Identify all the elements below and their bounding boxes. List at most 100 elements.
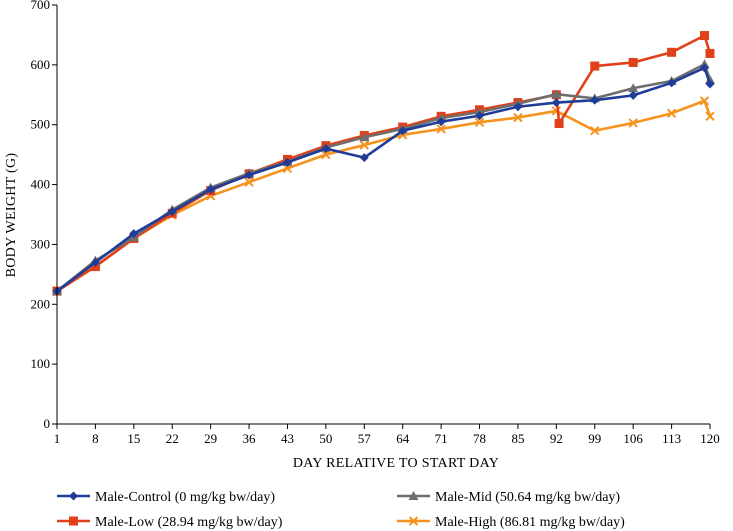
data-point [90, 257, 100, 267]
y-tick-label: 700 [31, 0, 51, 12]
marker-stroke [551, 106, 562, 116]
data-point [590, 95, 600, 105]
x-tick-label: 78 [473, 431, 486, 446]
data-point [628, 57, 638, 67]
axes: 0 100 200 300 400 500 600 700 1 8 15 22 29 36 43 50 57 64… [31, 0, 720, 446]
data-point [69, 491, 78, 501]
data-point [408, 491, 419, 500]
data-point [554, 119, 564, 129]
x-tick-label: 64 [396, 431, 410, 446]
y-tick-label: 100 [31, 356, 51, 371]
data-point [705, 111, 715, 122]
data-point [206, 184, 216, 194]
x-tick-label: 8 [92, 431, 99, 446]
x-tick-label: 57 [358, 431, 372, 446]
legend-item-3: Male-Mid (50.64 mg/kg bw/day) [397, 490, 620, 505]
legend-item-2: Male-Low (28.94 mg/kg bw/day) [57, 515, 283, 530]
marker-stroke [666, 108, 677, 119]
marker-stroke [513, 112, 523, 123]
data-point [628, 83, 639, 93]
marker-stroke [590, 125, 600, 136]
x-tick-label: 36 [243, 431, 257, 446]
data-point [699, 96, 710, 106]
x-tick-label: 113 [662, 431, 681, 446]
x-tick-label: 22 [166, 431, 179, 446]
data-point [590, 61, 600, 71]
x-tick-label: 1 [54, 431, 61, 446]
marker-stroke [244, 177, 254, 187]
data-point [705, 48, 715, 58]
data-point [475, 111, 485, 121]
legend: Male-Control (0 mg/kg bw/day) Male-Low (2… [57, 490, 625, 530]
data-point [513, 102, 523, 112]
series-3 [52, 59, 715, 296]
data-point [359, 140, 370, 150]
series-line [56, 99, 712, 293]
x-tick-label: 92 [550, 431, 563, 446]
data-point [436, 124, 446, 134]
data-point [666, 108, 677, 119]
data-point [474, 117, 485, 128]
marker-stroke [699, 96, 710, 106]
data-point [705, 74, 715, 84]
x-tick-label: 85 [511, 431, 524, 446]
data-point [590, 125, 600, 136]
data-point [436, 117, 446, 127]
series-line [56, 66, 712, 293]
data-point [359, 132, 370, 142]
legend-label: Male-Mid (50.64 mg/kg bw/day) [435, 490, 620, 505]
data-point [667, 78, 677, 88]
legend-label: Male-High (86.81 mg/kg bw/day) [435, 515, 625, 530]
data-point [700, 31, 710, 41]
data-point [700, 63, 710, 73]
data-point [628, 90, 638, 100]
data-point [129, 229, 139, 239]
x-tick-label: 99 [588, 431, 601, 446]
x-axis-title: DAY RELATIVE TO START DAY [293, 456, 499, 471]
y-tick-label: 200 [31, 296, 51, 311]
legend-item-1: Male-Control (0 mg/kg bw/day) [57, 490, 275, 505]
x-tick-label: 106 [623, 431, 643, 446]
x-tick-label: 43 [281, 431, 294, 446]
marker-stroke [321, 149, 331, 160]
marker-stroke [628, 118, 638, 128]
series-line [56, 34, 712, 293]
legend-label: Male-Control (0 mg/kg bw/day) [95, 490, 275, 505]
data-point [551, 98, 561, 108]
y-tick-label: 600 [31, 57, 51, 72]
y-tick-label: 400 [31, 177, 51, 192]
data-point [398, 126, 408, 136]
x-tick-label: 71 [435, 431, 448, 446]
x-tick-label: 120 [700, 431, 720, 446]
data-point [244, 170, 254, 180]
data-point [244, 177, 254, 187]
x-tick-label: 29 [204, 431, 217, 446]
series-1 [52, 63, 715, 296]
data-point [551, 89, 562, 99]
marker-stroke [408, 516, 419, 526]
series-2 [52, 31, 715, 296]
y-tick-label: 500 [31, 117, 51, 132]
data-point [321, 149, 331, 160]
series-4 [52, 96, 715, 296]
data-point [282, 157, 292, 167]
x-tick-label: 50 [319, 431, 332, 446]
plot-area [52, 31, 715, 296]
data-point [408, 516, 419, 526]
data-point [359, 153, 369, 163]
marker-stroke [474, 117, 485, 128]
data-point [321, 144, 331, 154]
y-tick-label: 0 [44, 416, 51, 431]
x-tick-label: 15 [127, 431, 140, 446]
marker-stroke [705, 111, 715, 122]
y-tick-label: 300 [31, 236, 51, 251]
marker-stroke [436, 124, 446, 134]
data-point [513, 112, 523, 123]
marker-stroke [359, 140, 370, 150]
data-point [628, 118, 638, 128]
legend-label: Male-Low (28.94 mg/kg bw/day) [95, 515, 283, 530]
data-point [167, 207, 177, 217]
data-point [667, 47, 677, 57]
y-axis-title: BODY WEIGHT (G) [4, 153, 19, 278]
